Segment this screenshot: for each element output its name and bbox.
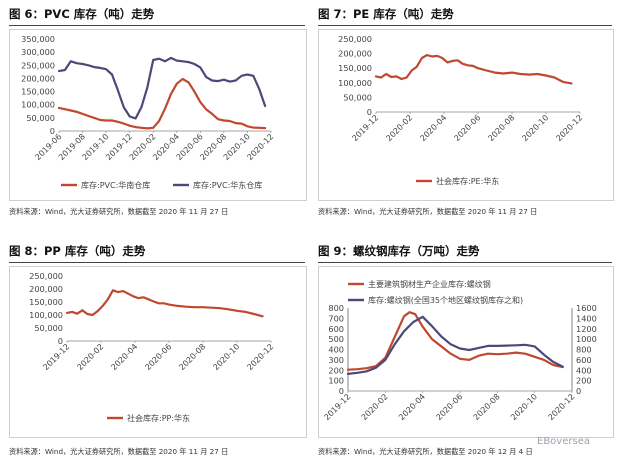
x-tick-label: 2020-02 [75, 342, 105, 372]
y2-tick-label: 200 [576, 376, 592, 386]
y-tick-label: 150,000 [29, 297, 63, 307]
y2-tick-label: 1200 [576, 324, 597, 334]
series-line-1 [346, 315, 564, 376]
x-tick-label: 2020-04 [109, 342, 139, 372]
x-tick-label: 2020-02 [360, 392, 390, 422]
legend-label-0: 社会库存:PP:华东 [127, 413, 190, 423]
figure-8-frame [9, 266, 307, 438]
y-tick-label: 150,000 [21, 87, 55, 97]
y-tick-label: 300 [328, 355, 344, 365]
legend-label-0: 主要建筑钢材生产企业库存:螺纹钢 [368, 279, 491, 289]
pe-inventory-chart: 0 50,000 100,000 150,000 200,000 250,000 2019-… [338, 34, 584, 186]
legend-label-0: 社会库存:PE:华东 [436, 176, 499, 186]
figure-7-source: 资料来源：Wind，光大证券研究所，数据截至 2020 年 11 月 27 日 [318, 207, 538, 216]
y-tick-label: 500 [328, 334, 344, 344]
legend-label-1: 库存:PVC:华东仓库 [193, 180, 262, 190]
figure-9-title: 图 9：螺纹钢库存（万吨）走势 [318, 244, 480, 258]
legend-label-1: 库存:螺纹钢(全国35个地区螺纹钢库存之和) [368, 295, 523, 305]
y-tick-label: 100,000 [29, 310, 63, 320]
x-tick-label: 2020-10 [211, 342, 241, 372]
legend-label-0: 库存:PVC:华南仓库 [81, 180, 150, 190]
y-tick-label: 250,000 [21, 60, 55, 70]
figure-7-frame [318, 29, 614, 201]
y-tick-label: 250,000 [338, 34, 372, 44]
figure-8-source: 资料来源：Wind，光大证券研究所，数据截至 2020 年 11 月 27 日 [9, 447, 229, 456]
y2-tick-label: 1400 [576, 313, 597, 323]
series-line-0 [57, 77, 267, 130]
figure-8-title: 图 8：PP 库存（吨）走势 [9, 244, 146, 258]
y-tick-label: 0 [367, 107, 372, 117]
x-tick-label: 2020-08 [472, 392, 502, 422]
y-tick-label: 50,000 [343, 92, 372, 102]
x-tick-label: 2020-04 [397, 392, 427, 422]
y-tick-label: 200,000 [21, 73, 55, 83]
y-tick-label: 400 [328, 345, 344, 355]
figure-7-title: 图 7：PE 库存（吨）走势 [318, 7, 454, 21]
figure-9-title-rule [318, 262, 612, 263]
y-tick-label: 200,000 [338, 49, 372, 59]
y2-tick-label: 1600 [576, 303, 597, 313]
figure-6-title-rule [9, 25, 305, 26]
pvc-inventory-chart: 0 50,000 100,000 150,000 200,000 250,000 300,0… [21, 34, 275, 190]
x-tick-label: 2020-12 [546, 392, 576, 422]
series-line-0 [374, 54, 573, 85]
y-tick-label: 700 [328, 313, 344, 323]
x-tick-label: 2019-12 [41, 342, 71, 372]
figure-9-frame [318, 266, 614, 438]
x-tick-label: 2020-02 [384, 113, 414, 143]
figure-6-frame [9, 29, 307, 201]
x-tick-label: 2019-12 [350, 113, 380, 143]
y-tick-label: 100,000 [338, 78, 372, 88]
y-tick-label: 150,000 [338, 63, 372, 73]
y2-tick-label: 0 [576, 386, 581, 396]
x-tick-label: 2020-12 [554, 113, 584, 143]
figure-8-title-rule [9, 262, 305, 263]
y2-tick-label: 400 [576, 365, 592, 375]
y-tick-label: 50,000 [26, 113, 55, 123]
series-line-1 [57, 56, 267, 120]
x-tick-label: 2020-06 [434, 392, 464, 422]
y-tick-label: 0 [50, 126, 55, 136]
y-tick-label: 600 [328, 324, 344, 334]
y2-tick-label: 1000 [576, 334, 597, 344]
y-tick-label: 350,000 [21, 34, 55, 44]
y-tick-label: 200 [328, 365, 344, 375]
x-tick-label: 2020-10 [520, 113, 550, 143]
x-tick-label: 2020-04 [418, 113, 448, 143]
y-tick-label: 0 [58, 336, 63, 346]
x-tick-label: 2020-06 [452, 113, 482, 143]
y-tick-label: 100 [328, 376, 344, 386]
y2-tick-label: 800 [576, 345, 592, 355]
rebar-inventory-chart: 0100200300400500600700800020040060080010… [322, 279, 597, 422]
figure-9-source: 资料来源：Wind，光大证券研究所，数据截至 2020 年 12 月 4 日 [318, 447, 533, 456]
x-tick-label: 2019-12 [322, 392, 352, 422]
y-tick-label: 0 [339, 386, 344, 396]
y-tick-label: 250,000 [29, 271, 63, 281]
figure-6-source: 资料来源：Wind，光大证券研究所，数据截至 2020 年 11 月 27 日 [9, 207, 229, 216]
y-tick-label: 800 [328, 303, 344, 313]
y-tick-label: 50,000 [34, 323, 63, 333]
x-tick-label: 2020-10 [509, 392, 539, 422]
y-tick-label: 200,000 [29, 284, 63, 294]
watermark-text: EBoversea [537, 436, 590, 447]
x-tick-label: 2020-08 [486, 113, 516, 143]
figure-6-title: 图 6：PVC 库存（吨）走势 [9, 7, 155, 21]
y2-tick-label: 600 [576, 355, 592, 365]
y-tick-label: 300,000 [21, 47, 55, 57]
y-tick-label: 100,000 [21, 100, 55, 110]
x-tick-label: 2020-12 [245, 342, 275, 372]
pp-inventory-chart: 0 50,000 100,000 150,000 200,000 250,000 2019-… [29, 271, 275, 423]
x-tick-label: 2020-08 [177, 342, 207, 372]
figure-7-title-rule [318, 25, 612, 26]
series-line-0 [65, 289, 264, 318]
x-tick-label: 2020-06 [143, 342, 173, 372]
series-line-0 [346, 311, 564, 371]
